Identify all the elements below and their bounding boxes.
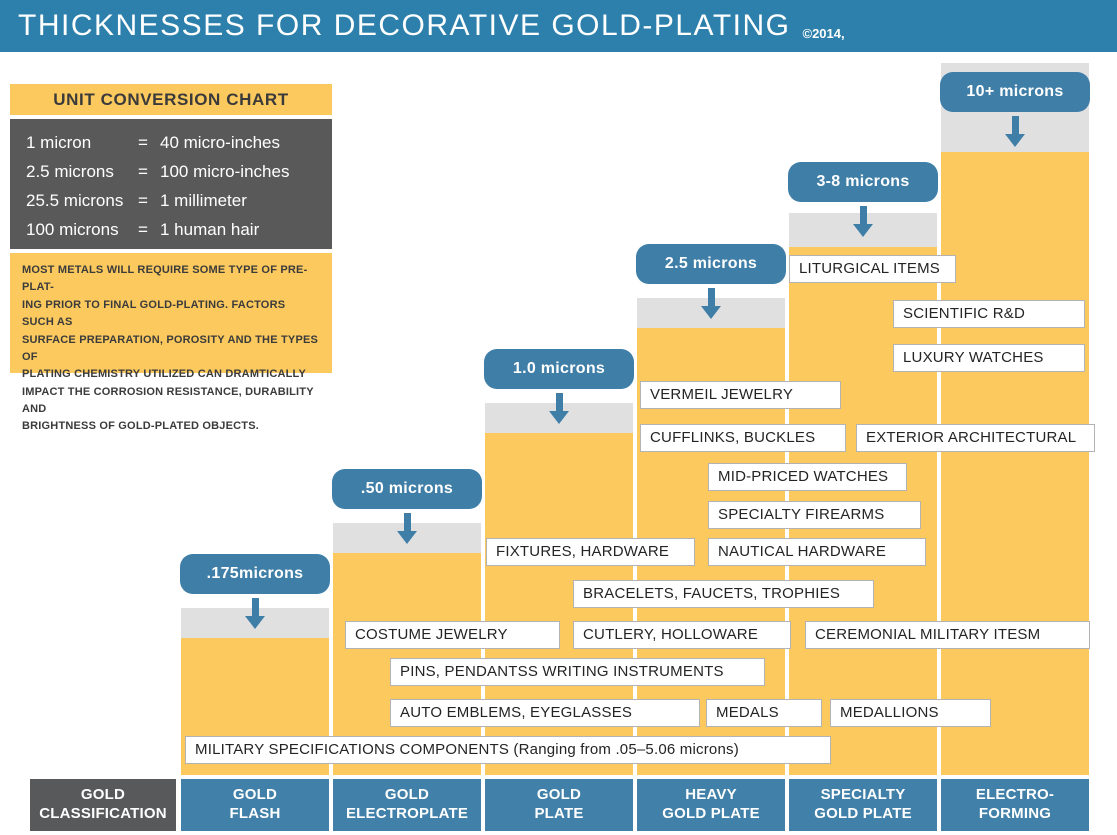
conversion-from: 25.5 microns <box>26 191 124 210</box>
thickness-bubble: 10+ microns <box>940 72 1090 112</box>
app-label-luxury-watches: LUXURY WATCHES <box>893 344 1085 372</box>
app-label-mid-priced-watches: MID-PRICED WATCHES <box>708 463 907 491</box>
conversion-equals: = <box>138 162 148 181</box>
thickness-bubble: .50 microns <box>332 469 482 509</box>
conversion-from: 2.5 microns <box>26 162 114 181</box>
arrow-down-icon <box>1005 116 1025 147</box>
conversion-equals: = <box>138 191 148 210</box>
footer-heavy-gold-plate: HEAVY GOLD PLATE <box>637 779 785 831</box>
conversion-to: 100 micro-inches <box>160 162 290 181</box>
arrow-down-icon <box>549 393 569 424</box>
app-label-military-specifications: MILITARY SPECIFICATIONS COMPONENTS (Rang… <box>185 736 831 764</box>
callout-gold-flash: .175microns <box>180 554 330 629</box>
conversion-equals: = <box>138 133 148 152</box>
footer-gold-electroplate: GOLD ELECTROPLATE <box>333 779 481 831</box>
footer-electro-forming: ELECTRO- FORMING <box>941 779 1089 831</box>
thickness-bubble: .175microns <box>180 554 330 594</box>
arrow-down-icon <box>397 513 417 544</box>
footer-gold-plate: GOLD PLATE <box>485 779 633 831</box>
callout-gold-electroplate: .50 microns <box>332 469 482 544</box>
app-label-ceremonial-military-items: CEREMONIAL MILITARY ITESM <box>805 621 1090 649</box>
footer-gold-classification: GOLD CLASSIFICATION <box>30 779 176 831</box>
callout-specialty-gold-plate: 3-8 microns <box>788 162 938 237</box>
app-label-fixtures-hardware: FIXTURES, HARDWARE <box>486 538 695 566</box>
bar-body <box>941 152 1089 775</box>
copyright-text: ©2014, <box>802 25 845 41</box>
app-label-auto-emblems-eyeglasses: AUTO EMBLEMS, EYEGLASSES <box>390 699 700 727</box>
unit-conversion-table: 1 micron = 40 micro-inches 2.5 microns =… <box>10 119 332 249</box>
pre-plating-note: MOST METALS WILL REQUIRE SOME TYPE OF PR… <box>10 253 332 432</box>
conversion-to: 1 millimeter <box>160 191 247 210</box>
app-label-cutlery-holloware: CUTLERY, HOLLOWARE <box>573 621 791 649</box>
thickness-bubble: 3-8 microns <box>788 162 938 202</box>
bar-electro-forming <box>941 63 1089 775</box>
unit-conversion-title: UNIT CONVERSION CHART <box>10 84 332 115</box>
footer-gold-flash: GOLD FLASH <box>181 779 329 831</box>
app-label-vermeil-jewelry: VERMEIL JEWELRY <box>640 381 841 409</box>
arrow-down-icon <box>853 206 873 237</box>
page-title: THICKNESSES FOR DECORATIVE GOLD-PLATING <box>18 9 791 42</box>
thickness-bubble: 2.5 microns <box>636 244 786 284</box>
header-bar: THICKNESSES FOR DECORATIVE GOLD-PLATING … <box>0 0 1117 52</box>
app-label-specialty-firearms: SPECIALTY FIREARMS <box>708 501 921 529</box>
app-label-exterior-architectural: EXTERIOR ARCHITECTURAL <box>856 424 1095 452</box>
footer-specialty-gold-plate: SPECIALTY GOLD PLATE <box>789 779 937 831</box>
app-label-bracelets-faucets-trophies: BRACELETS, FAUCETS, TROPHIES <box>573 580 874 608</box>
app-label-medallions: MEDALLIONS <box>830 699 991 727</box>
callout-electro-forming: 10+ microns <box>940 72 1090 147</box>
conversion-from: 1 micron <box>26 133 92 152</box>
app-label-cufflinks-buckles: CUFFLINKS, BUCKLES <box>640 424 846 452</box>
conversion-equals: = <box>138 220 148 239</box>
conversion-to: 1 human hair <box>160 220 260 239</box>
arrow-down-icon <box>701 288 721 319</box>
arrow-down-icon <box>245 598 265 629</box>
thickness-bubble: 1.0 microns <box>484 349 634 389</box>
app-label-pins-pendants-writing-instruments: PINS, PENDANTSS WRITING INSTRUMENTS <box>390 658 765 686</box>
app-label-liturgical-items: LITURGICAL ITEMS <box>789 255 956 283</box>
conversion-to: 40 micro-inches <box>160 133 280 152</box>
app-label-nautical-hardware: NAUTICAL HARDWARE <box>708 538 926 566</box>
app-label-medals: MEDALS <box>706 699 822 727</box>
app-label-scientific-rd: SCIENTIFIC R&D <box>893 300 1085 328</box>
callout-gold-plate: 1.0 microns <box>484 349 634 424</box>
app-label-costume-jewelry: COSTUME JEWELRY <box>345 621 560 649</box>
callout-heavy-gold-plate: 2.5 microns <box>636 244 786 319</box>
conversion-from: 100 microns <box>26 220 119 239</box>
bar-specialty-gold-plate <box>789 213 937 775</box>
